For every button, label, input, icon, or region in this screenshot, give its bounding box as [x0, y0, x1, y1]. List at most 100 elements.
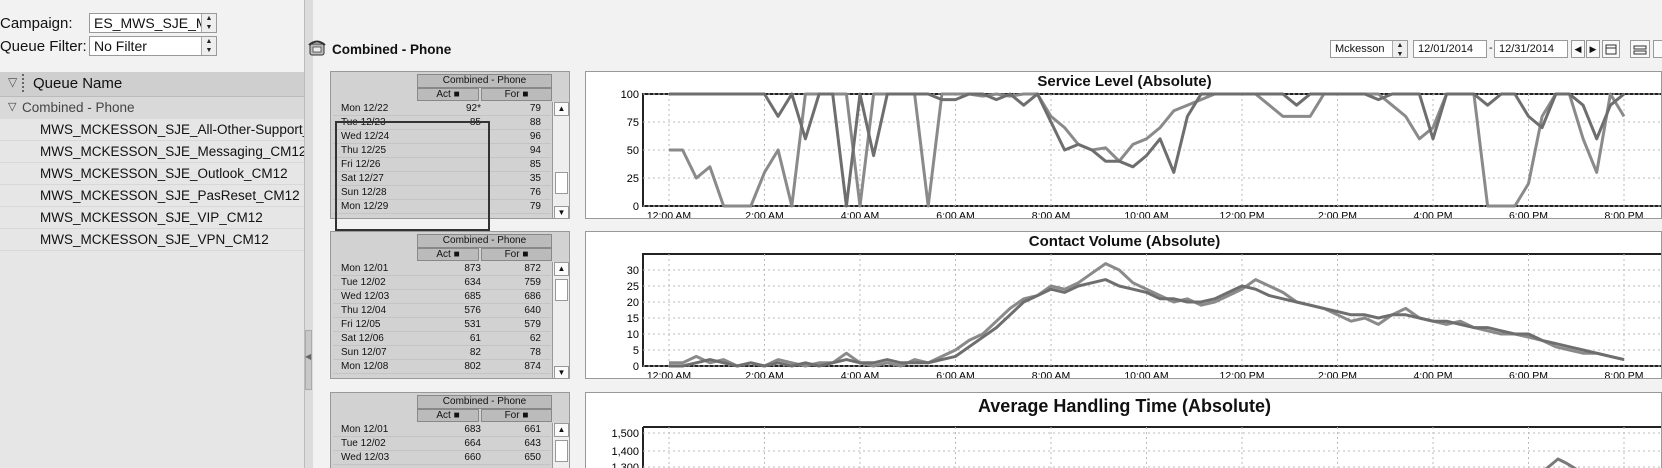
x-tick-label: 8:00 PM — [1604, 370, 1643, 379]
scroll-down-icon[interactable]: ▼ — [554, 366, 569, 378]
chart-title: Contact Volume (Absolute) — [1028, 233, 1221, 250]
more-options-icon[interactable] — [1653, 40, 1662, 58]
row-forecast: 579 — [524, 319, 541, 330]
queue-item[interactable]: MWS_MCKESSON_SJE_VIP_CM12 — [0, 207, 304, 229]
for-header[interactable]: For ■ — [481, 88, 552, 101]
date-from-input[interactable]: 12/01/2014 — [1413, 40, 1487, 58]
for-header[interactable]: For ■ — [481, 409, 552, 422]
act-header[interactable]: Act ■ — [417, 88, 479, 101]
next-period-icon[interactable]: ▶ — [1586, 40, 1600, 58]
summary-table: Combined - Phone Act ■ For ■ Mon 12/01 683… — [330, 392, 570, 468]
spinner-icon[interactable]: ▲ ▼ — [201, 14, 216, 32]
table-row[interactable]: Mon 12/08 802 874 — [333, 360, 551, 374]
collapse-left-icon[interactable]: ◀ — [305, 352, 312, 361]
table-row[interactable]: Mon 12/22 92* 79 — [333, 102, 551, 116]
table-row[interactable]: Tue 12/02 634 759 — [333, 276, 551, 290]
table-row[interactable]: Thu 12/04 576 640 — [333, 304, 551, 318]
collapse-all-icon[interactable]: ▽ — [8, 75, 18, 89]
queue-item[interactable]: MWS_MCKESSON_SJE_All-Other-Support_C — [0, 119, 304, 141]
table-scrollbar[interactable]: ▲ — [552, 423, 569, 468]
row-actual: 531 — [464, 319, 481, 330]
table-row[interactable]: Tue 12/02 664 643 — [333, 437, 551, 451]
table-row[interactable]: Thu 12/25 94 — [333, 144, 551, 158]
row-actual: 61 — [469, 333, 481, 344]
y-tick-label: 10 — [627, 329, 639, 341]
row-date: Mon 12/01 — [341, 263, 389, 274]
act-header[interactable]: Act ■ — [417, 409, 479, 422]
scroll-up-icon[interactable]: ▲ — [554, 423, 569, 437]
legend-swatch-icon: ■ — [522, 249, 529, 260]
row-forecast: 872 — [524, 263, 541, 274]
chart-contact-volume: Contact Volume (Absolute) 0 5 10 15 20 25 30 12… — [585, 231, 1662, 379]
campaign-value: ES_MWS_SJE_MC — [94, 15, 217, 31]
row-date: Wed 12/24 — [341, 131, 390, 142]
spinner-icon[interactable]: ▲ ▼ — [1392, 41, 1407, 57]
campaign-select[interactable]: ES_MWS_SJE_MC ▲ ▼ — [89, 13, 217, 33]
queue-item[interactable]: MWS_MCKESSON_SJE_VPN_CM12 — [0, 229, 304, 251]
y-tick-label: 1,500 — [611, 428, 639, 440]
row-date: Wed 12/03 — [341, 291, 390, 302]
y-tick-label: 0 — [633, 361, 639, 373]
calendar-icon[interactable] — [1602, 40, 1620, 58]
scroll-up-icon[interactable]: ▲ — [554, 262, 569, 276]
act-header[interactable]: Act ■ — [417, 248, 479, 261]
table-row[interactable]: Mon 12/01 873 872 — [333, 262, 551, 276]
queue-item[interactable]: MWS_MCKESSON_SJE_Messaging_CM12 — [0, 141, 304, 163]
row-actual: 873 — [464, 263, 481, 274]
table-scrollbar[interactable]: ▲ ▼ — [552, 102, 569, 218]
table-row[interactable]: Sun 12/07 82 78 — [333, 346, 551, 360]
scroll-down-icon[interactable]: ▼ — [554, 206, 569, 218]
table-row[interactable]: Fri 12/05 531 579 — [333, 318, 551, 332]
queue-filter-select[interactable]: No Filter ▲ ▼ — [89, 36, 217, 56]
plot-frame — [642, 253, 1661, 367]
y-tick-label: 50 — [627, 145, 639, 157]
queue-panel: ▽ Queue Name ▽ Combined - Phone MWS_MCKE… — [0, 72, 304, 468]
row-forecast: 759 — [524, 277, 541, 288]
table-scrollbar[interactable]: ▲ ▼ — [552, 262, 569, 378]
spinner-icon[interactable]: ▲ ▼ — [201, 37, 216, 55]
row-actual: 576 — [464, 305, 481, 316]
queue-item[interactable]: MWS_MCKESSON_SJE_PasReset_CM12 — [0, 185, 304, 207]
series-line — [669, 278, 1625, 368]
row-date: Fri 12/05 — [341, 319, 381, 330]
row-date: Mon 12/08 — [341, 361, 389, 372]
table-row[interactable]: Fri 12/26 85 — [333, 158, 551, 172]
expand-arrow-icon[interactable]: ▽ — [8, 101, 17, 113]
table-row[interactable]: Mon 12/29 79 — [333, 200, 551, 214]
row-forecast: 661 — [524, 424, 541, 435]
table-row[interactable]: Wed 12/03 660 650 — [333, 451, 551, 465]
table-row[interactable]: Wed 12/24 96 — [333, 130, 551, 144]
view-toggle-icon[interactable] — [1630, 40, 1650, 58]
prev-period-icon[interactable]: ◀ — [1571, 40, 1585, 58]
row-forecast: 85 — [529, 159, 541, 170]
panel-splitter[interactable]: ◀ — [304, 0, 313, 468]
row-date: Sat 12/06 — [341, 333, 384, 344]
queue-group-combined-phone[interactable]: ▽ Combined - Phone — [0, 97, 304, 119]
table-row[interactable]: Mon 12/01 683 661 — [333, 423, 551, 437]
scroll-thumb[interactable] — [555, 279, 568, 301]
for-header[interactable]: For ■ — [481, 248, 552, 261]
campaign-label: Campaign: — [0, 15, 73, 32]
scroll-thumb[interactable] — [555, 172, 568, 194]
client-select[interactable]: Mckesson ▲ ▼ — [1330, 40, 1408, 58]
drag-handle-icon[interactable] — [22, 74, 26, 92]
summary-table: Combined - Phone Act ■ For ■ Mon 12/01 873… — [330, 231, 570, 379]
queue-name-header: Queue Name — [33, 75, 123, 92]
table-row[interactable]: Wed 12/03 685 686 — [333, 290, 551, 304]
queue-header[interactable]: ▽ Queue Name — [0, 72, 304, 97]
row-actual: 664 — [464, 438, 481, 449]
row-date: Mon 12/01 — [341, 424, 389, 435]
splitter-grip[interactable] — [305, 330, 312, 390]
row-actual: 92* — [465, 103, 481, 114]
scroll-thumb[interactable] — [555, 440, 568, 462]
y-tick-label: 25 — [627, 281, 639, 293]
queue-item[interactable]: MWS_MCKESSON_SJE_Outlook_CM12 — [0, 163, 304, 185]
table-row[interactable]: Sat 12/27 35 — [333, 172, 551, 186]
table-row[interactable]: Sat 12/06 61 62 — [333, 332, 551, 346]
scroll-up-icon[interactable]: ▲ — [554, 102, 569, 116]
row-actual: 685 — [464, 291, 481, 302]
table-row[interactable]: Sun 12/28 76 — [333, 186, 551, 200]
x-tick-label: 12:00 AM — [647, 370, 691, 379]
chart-average-handling-time: Average Handling Time (Absolute) 1,300 1,… — [585, 392, 1662, 468]
date-to-input[interactable]: 12/31/2014 — [1494, 40, 1568, 58]
